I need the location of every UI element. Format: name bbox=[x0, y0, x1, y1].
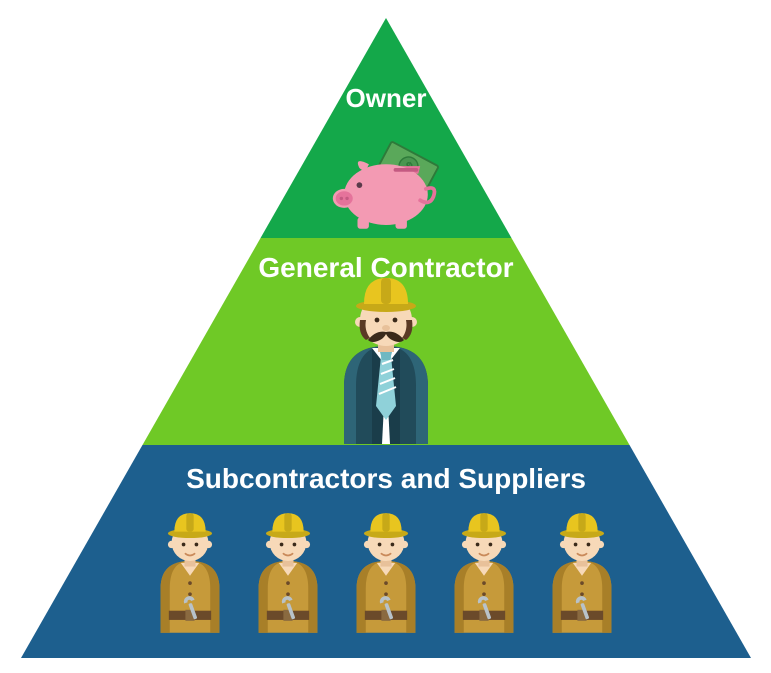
tier-label-owner: Owner bbox=[346, 83, 427, 113]
pyramid-infographic: $ bbox=[0, 0, 771, 673]
tier-label-subcontractors: Subcontractors and Suppliers bbox=[186, 463, 586, 494]
pyramid-svg: $ bbox=[0, 0, 771, 673]
tier-label-general-contractor: General Contractor bbox=[258, 252, 513, 283]
